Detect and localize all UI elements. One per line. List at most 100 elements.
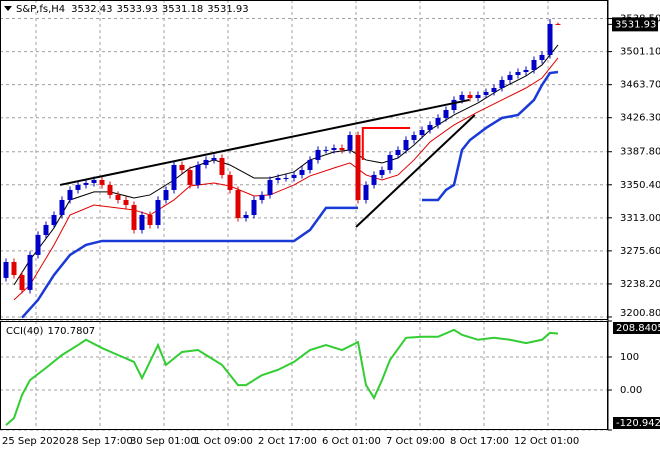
y-tick-label: 3501.10 [620, 47, 660, 58]
chart-header: S&P,fs,H4 3532.43 3533.93 3531.18 3531.93 [16, 4, 249, 15]
y-tick-box [613, 417, 660, 429]
y-tick-label: 3463.70 [620, 80, 660, 91]
candle-body [11, 262, 17, 275]
x-tick-label: 28 Sep 17:00 [66, 436, 133, 447]
y-tick-box [613, 322, 660, 334]
candle-body [195, 164, 201, 185]
indicator-line [21, 70, 559, 319]
candle-body [499, 79, 505, 89]
candle-body [427, 124, 433, 130]
cci-last: 170.7807 [47, 326, 95, 337]
candle-body [467, 94, 473, 98]
last-open: 3532.43 [71, 4, 112, 15]
candle-body [59, 199, 65, 215]
x-tick-label: 12 Oct 01:00 [514, 436, 579, 447]
candle-body [43, 224, 49, 235]
candle-body [523, 69, 529, 73]
candle-body [163, 189, 169, 200]
trend-line [59, 98, 470, 186]
candle-body [99, 179, 105, 185]
candle-body [339, 148, 345, 150]
candle-body [531, 59, 537, 70]
candle-body [475, 94, 481, 98]
candle-body [419, 129, 425, 136]
y-tick-label: 3350.40 [620, 180, 660, 191]
candle-body [91, 179, 97, 184]
candle-body [203, 159, 209, 165]
candle-body [291, 174, 297, 178]
menu-icon[interactable] [4, 6, 12, 11]
last-close: 3531.93 [207, 4, 248, 15]
candle-body [147, 214, 153, 225]
candle-body [403, 139, 409, 150]
candle-body [387, 154, 393, 171]
candle-body [395, 149, 401, 155]
candle-body [211, 157, 217, 160]
candle-body [315, 149, 321, 160]
y-tick-label: 3238.20 [620, 279, 660, 290]
candle-body [67, 189, 73, 200]
candle-body [515, 72, 521, 76]
candle-body [411, 135, 417, 140]
trend-line [361, 126, 410, 160]
candle-body [83, 183, 89, 185]
trend-line [355, 114, 476, 228]
candle-body [451, 99, 457, 111]
x-tick-label: 6 Oct 01:00 [322, 436, 381, 447]
y-tick-label: 3387.80 [620, 147, 660, 158]
candle-body [555, 23, 561, 25]
cci-line [5, 328, 559, 426]
candle-body [307, 159, 313, 171]
x-tick-label: 8 Oct 17:00 [450, 436, 509, 447]
x-tick-label: 2 Oct 17:00 [258, 436, 317, 447]
y-tick-label: 3275.60 [620, 246, 660, 257]
candle-body [539, 54, 545, 60]
candle-body [491, 88, 497, 92]
candle-body [155, 199, 161, 225]
candle-body [379, 170, 385, 175]
candle-body [251, 199, 257, 215]
candle-body [75, 184, 81, 190]
candle-body [171, 164, 177, 190]
candle-body [267, 179, 273, 195]
y-tick-label: 0.00 [620, 385, 642, 396]
y-tick-label: 3313.00 [620, 213, 660, 224]
last-high: 3533.93 [117, 4, 158, 15]
cci-title: CCI(40) [6, 326, 44, 337]
y-tick-label: 3200.80 [620, 308, 660, 319]
y-tick-label: 208.8405 [616, 323, 660, 334]
candle-body [139, 214, 145, 230]
candle-body [35, 234, 41, 255]
last-low: 3531.18 [162, 4, 203, 15]
chart-title: S&P,fs,H4 [16, 4, 65, 15]
candle-body [275, 177, 281, 180]
price-label: 3531.93 [615, 19, 656, 30]
candle-body [3, 262, 9, 278]
price-box [612, 17, 658, 32]
candle-body [371, 174, 377, 185]
candle-body [123, 199, 129, 206]
x-tick-label: 30 Sep 01:00 [130, 436, 197, 447]
candle-body [235, 189, 241, 218]
indicator-line [13, 57, 559, 301]
candle-body [443, 110, 449, 118]
candle-body [547, 23, 553, 55]
candle-body [107, 184, 113, 195]
x-tick-label: 1 Oct 09:00 [194, 436, 253, 447]
candle-body [19, 274, 25, 290]
candle-body [131, 205, 137, 230]
cci-header: CCI(40) 170.7807 [6, 326, 95, 337]
candle-body [459, 94, 465, 100]
candle-body [27, 254, 33, 290]
candle-body [259, 194, 265, 200]
y-tick-label: -120.9428 [616, 418, 660, 429]
candle-body [283, 177, 289, 179]
candle-body [243, 214, 249, 218]
x-tick-label: 25 Sep 2020 [2, 436, 65, 447]
candle-body [219, 157, 225, 175]
candle-body [355, 135, 361, 200]
candle-body [299, 170, 305, 175]
y-tick-label: 3426.30 [620, 113, 660, 124]
